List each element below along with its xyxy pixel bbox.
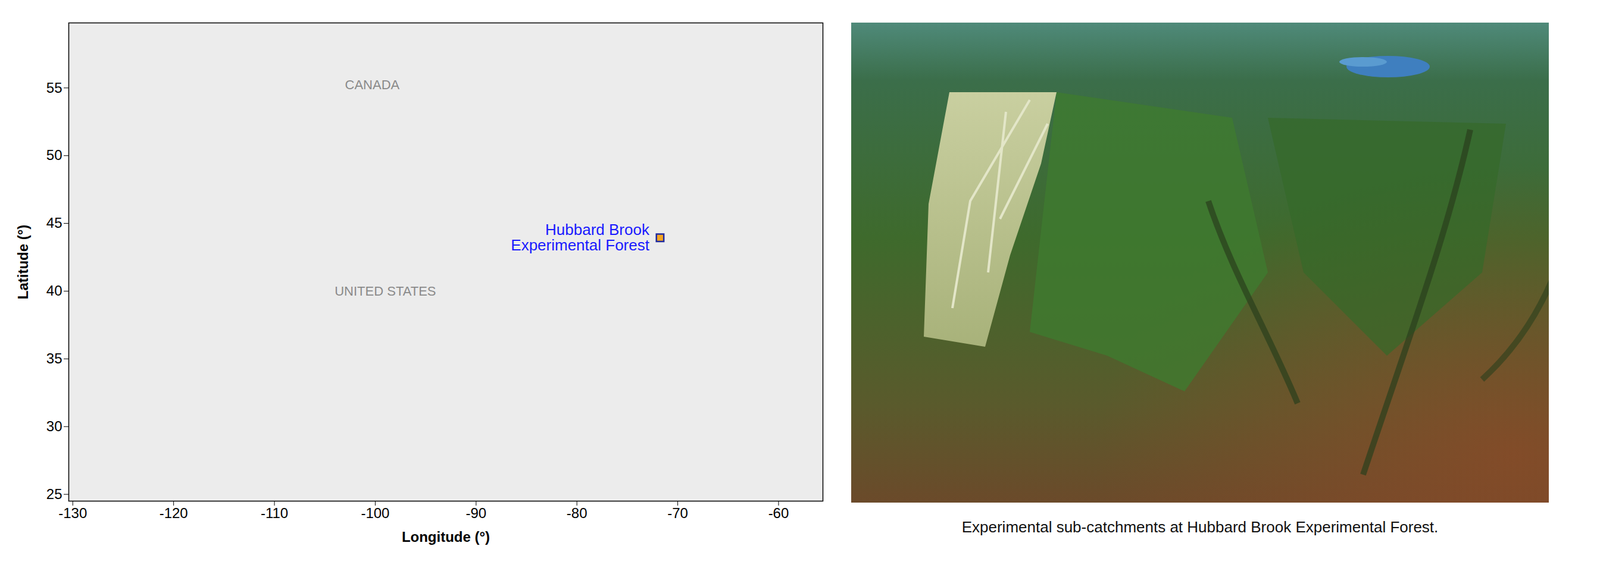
svg-text:-130: -130	[58, 505, 87, 522]
svg-text:40: 40	[46, 282, 63, 299]
svg-text:CANADA: CANADA	[345, 77, 400, 93]
svg-text:Latitude (°): Latitude (°)	[14, 225, 31, 300]
svg-text:-70: -70	[667, 505, 689, 522]
svg-text:55: 55	[46, 79, 63, 96]
svg-text:30: 30	[46, 418, 63, 435]
svg-text:-100: -100	[360, 505, 390, 522]
svg-text:-110: -110	[260, 505, 289, 522]
svg-text:-90: -90	[465, 505, 487, 522]
svg-text:Hubbard BrookExperimental Fore: Hubbard BrookExperimental Forest	[510, 220, 650, 255]
svg-text:-120: -120	[159, 505, 189, 522]
svg-text:25: 25	[46, 486, 63, 503]
svg-text:Longitude (°): Longitude (°)	[401, 529, 490, 546]
svg-text:-60: -60	[768, 505, 790, 522]
html-text:Experimental sub-catchments at: Experimental sub-catchments at Hubbard B…	[961, 518, 1439, 537]
svg-text:-80: -80	[566, 505, 588, 522]
svg-text:UNITED STATES: UNITED STATES	[334, 283, 436, 299]
svg-text:45: 45	[46, 214, 63, 231]
svg-text:50: 50	[46, 147, 63, 164]
svg-text:35: 35	[46, 350, 63, 367]
